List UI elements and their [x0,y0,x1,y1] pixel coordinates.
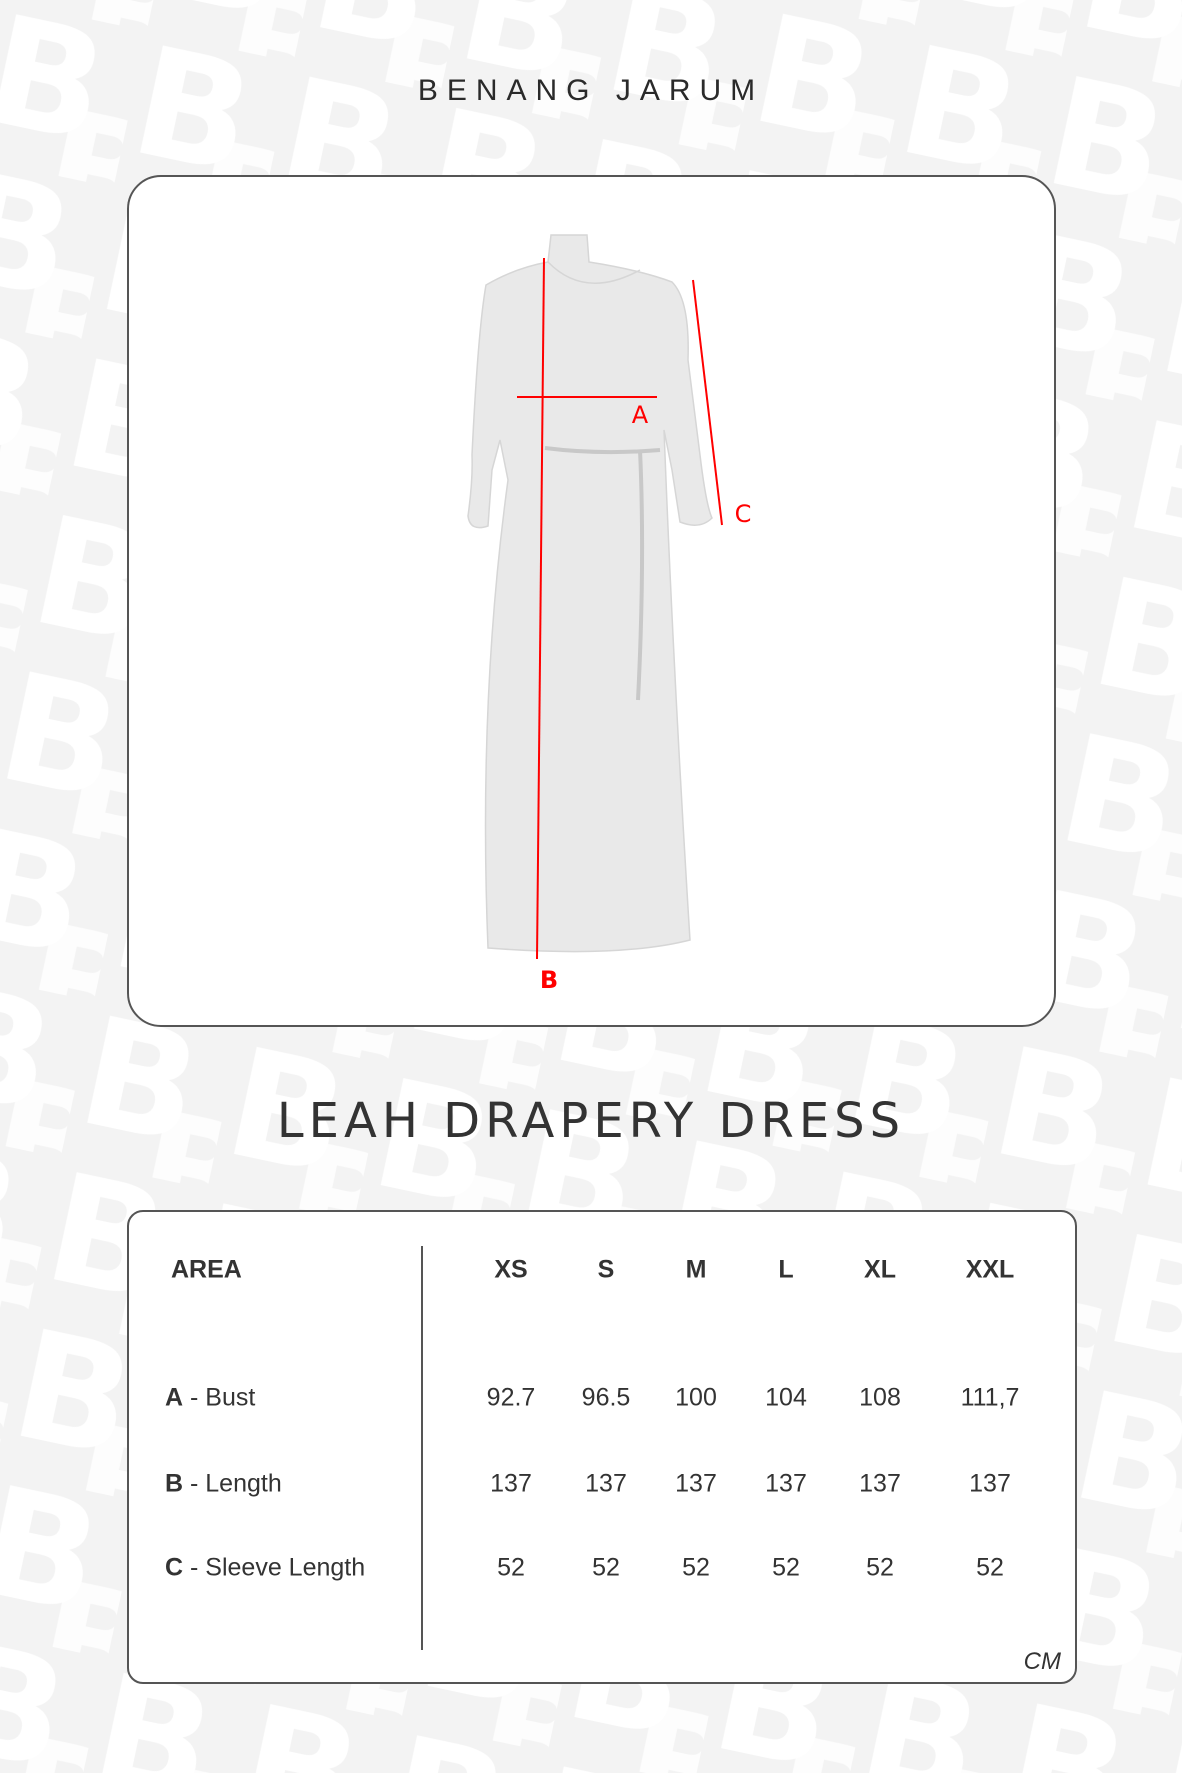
label-c: C [735,500,752,528]
table-cell: 52 [866,1553,894,1582]
unit-label: CM [1023,1648,1061,1675]
area-header: AREA [171,1255,242,1284]
dress-diagram-card: A B C [127,175,1056,1027]
size-header-m: M [685,1255,707,1284]
table-cell: 52 [497,1553,525,1582]
table-cell: 52 [976,1553,1004,1582]
size-header-xxl: XXL [965,1255,1015,1284]
table-cell: 137 [490,1469,532,1498]
table-cell: 111,7 [960,1383,1020,1412]
size-header-s: S [597,1255,615,1284]
table-cell: 137 [675,1469,717,1498]
column-divider [421,1246,423,1650]
measure-line-b-length [536,257,545,960]
table-cell: 52 [772,1553,800,1582]
size-header-l: L [778,1255,794,1284]
table-cell: 137 [585,1469,627,1498]
row-label: A - Bust [165,1383,256,1412]
brand-logo: BENANG JARUM [417,74,765,107]
table-cell: 96.5 [581,1383,631,1412]
measure-line-c-sleeve [692,279,723,526]
table-cell: 92.7 [486,1383,536,1412]
product-title: LEAH DRAPERY DRESS [276,1093,906,1149]
row-label: B - Length [165,1469,282,1498]
table-cell: 52 [682,1553,710,1582]
label-a: A [632,401,649,429]
table-cell: 137 [765,1469,807,1498]
dress-illustration [467,234,713,953]
measurement-lines [517,257,723,960]
table-cell: 104 [765,1383,807,1412]
table-cell: 52 [592,1553,620,1582]
row-label: C - Sleeve Length [165,1553,366,1582]
table-cell: 137 [859,1469,901,1498]
size-header-xs: XS [494,1255,528,1284]
table-cell: 100 [675,1383,717,1412]
size-chart-table: AREA XS S M L XL XXL A - Bust 92.7 96.5 … [127,1210,1077,1684]
label-b: B [540,966,558,994]
table-cell: 137 [969,1469,1011,1498]
dress-measurement-diagram: A B C [467,234,752,994]
table-cell: 108 [859,1383,901,1412]
size-header-xl: XL [864,1255,896,1284]
